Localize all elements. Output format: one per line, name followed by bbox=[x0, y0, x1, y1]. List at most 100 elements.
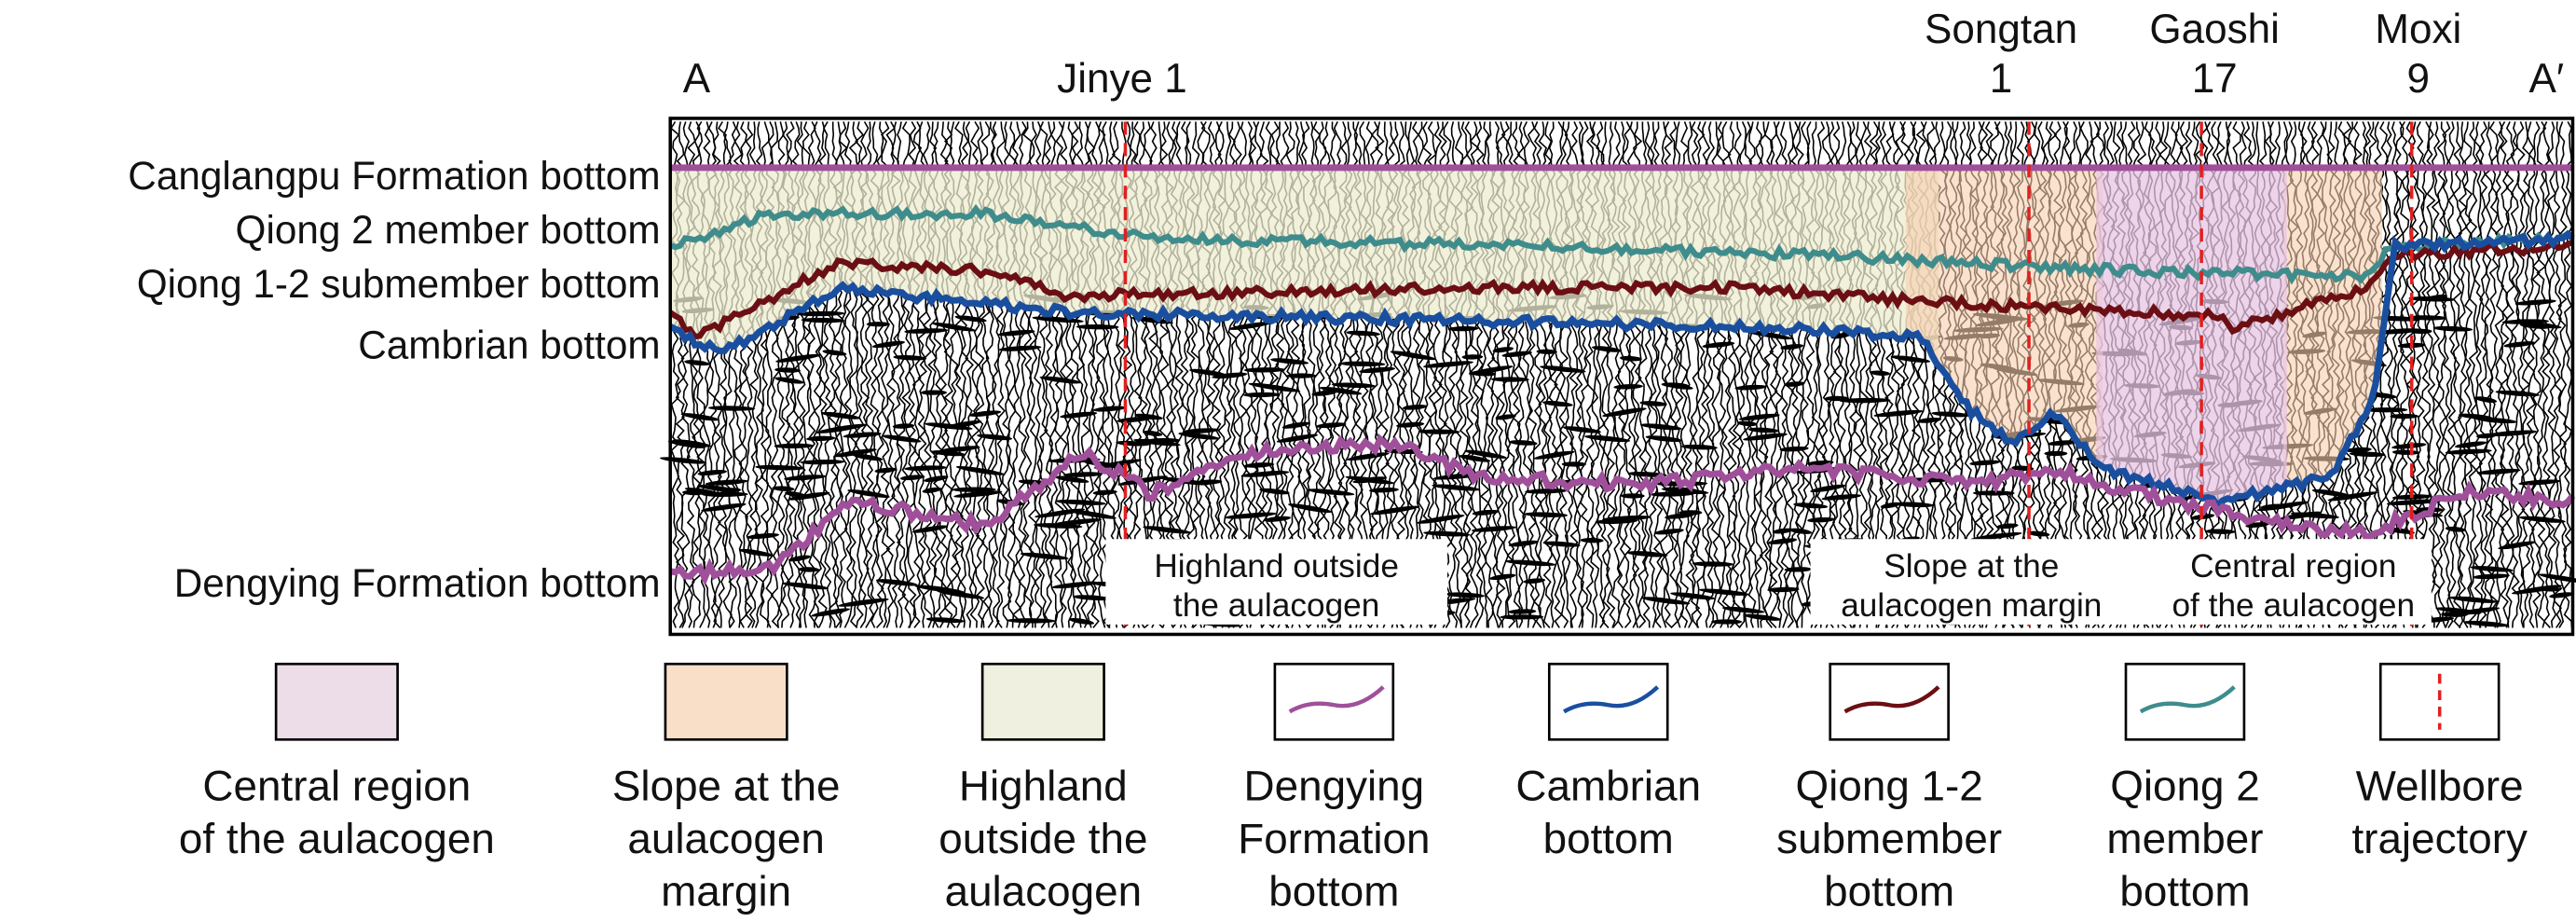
legend-swatch bbox=[2124, 662, 2246, 741]
trace-peak bbox=[1051, 581, 1099, 589]
trace bbox=[2546, 121, 2557, 628]
trace-peak bbox=[1767, 538, 1798, 544]
trace-peak bbox=[1721, 606, 1765, 613]
trace-peak bbox=[820, 411, 861, 420]
trace-peak bbox=[2549, 592, 2574, 599]
trace-peak bbox=[1737, 420, 1758, 427]
trace-peak bbox=[2476, 433, 2497, 439]
trace-peak bbox=[806, 435, 836, 442]
trace bbox=[2494, 121, 2505, 628]
trace bbox=[2536, 121, 2547, 628]
trace-peak bbox=[2476, 468, 2521, 475]
trace-peak bbox=[1734, 384, 1767, 391]
trace bbox=[2542, 121, 2552, 628]
trace-peak bbox=[705, 479, 748, 486]
region-label: Central region bbox=[2190, 548, 2396, 585]
trace-peak bbox=[1702, 341, 1735, 349]
region-fill bbox=[670, 167, 1939, 362]
horizon-lines bbox=[668, 164, 2576, 586]
trace-peak bbox=[1602, 407, 1647, 418]
region-fill bbox=[2283, 167, 2382, 488]
legend-label: Qiong 2 bbox=[2110, 763, 2260, 810]
trace-peak bbox=[1810, 484, 1846, 493]
trace-peak bbox=[684, 360, 710, 366]
trace-peak bbox=[774, 443, 815, 448]
trace-peak bbox=[784, 475, 827, 481]
trace-peak bbox=[1490, 377, 1529, 382]
well-label: Jinye 1 bbox=[1057, 56, 1187, 102]
trace-peak bbox=[922, 487, 942, 493]
trace-peak bbox=[1212, 372, 1248, 378]
section-frame bbox=[668, 117, 2575, 637]
trace-peak bbox=[1542, 541, 1581, 547]
trace-peak bbox=[833, 448, 877, 458]
trace-peak bbox=[1331, 382, 1376, 389]
trace-peak bbox=[815, 423, 868, 433]
trace-peak bbox=[1508, 609, 1537, 614]
trace-peak bbox=[1830, 332, 1852, 339]
legend-label: Highland bbox=[959, 763, 1128, 810]
legend-line bbox=[1563, 685, 1660, 714]
trace-peak bbox=[2448, 596, 2498, 603]
trace-peak bbox=[2514, 299, 2556, 306]
trace-peak bbox=[774, 377, 804, 384]
trace-peak bbox=[924, 475, 949, 482]
trace-peak bbox=[2451, 607, 2501, 616]
legend-label: Dengying bbox=[1244, 763, 1425, 810]
trace-peak bbox=[1183, 428, 1220, 433]
trace bbox=[2426, 121, 2436, 628]
trace-peak bbox=[2432, 325, 2473, 332]
trace-peak bbox=[1307, 489, 1355, 496]
trace-peak bbox=[1092, 406, 1127, 412]
trace-peak bbox=[1418, 429, 1460, 434]
legend-swatch bbox=[664, 662, 788, 741]
trace-peak bbox=[1501, 351, 1532, 358]
trace-peak bbox=[893, 354, 927, 361]
horizon-label: Qiong 2 member bottom bbox=[236, 208, 661, 252]
trace-peak bbox=[672, 439, 712, 447]
trace-peak bbox=[1276, 433, 1319, 443]
legend-swatch bbox=[1829, 662, 1950, 741]
trace-peak bbox=[822, 350, 847, 356]
trace bbox=[2557, 121, 2568, 628]
trace-peak bbox=[1369, 487, 1399, 493]
trace-peak bbox=[1319, 386, 1363, 395]
trace-peak bbox=[1396, 421, 1425, 428]
trace-peak bbox=[911, 525, 949, 533]
trace-peak bbox=[2390, 413, 2419, 420]
trace-peak bbox=[1445, 592, 1486, 599]
trace-peak bbox=[882, 434, 922, 443]
trace-peak bbox=[1073, 595, 1111, 601]
trace-peak bbox=[939, 446, 980, 453]
trace-peak bbox=[955, 465, 1006, 475]
trace-peak bbox=[1402, 404, 1428, 410]
trace-peak bbox=[1039, 376, 1082, 384]
trace-peak bbox=[875, 579, 918, 586]
legend: Central region of the aulacogen Slope at t… bbox=[179, 662, 2528, 915]
trace-peak bbox=[2290, 512, 2340, 519]
horizon-label: Dengying Formation bottom bbox=[174, 561, 661, 605]
region-label: of the aulacogen bbox=[2172, 587, 2415, 624]
trace-peak bbox=[1032, 316, 1084, 323]
trace-peak bbox=[1613, 384, 1643, 390]
trace-peak bbox=[1054, 475, 1089, 483]
trace-peak bbox=[2495, 390, 2540, 397]
legend-line bbox=[1288, 685, 1385, 714]
legend-label: of the aulacogen bbox=[179, 815, 495, 862]
legend-label: bottom bbox=[1543, 815, 1674, 862]
trace-peak bbox=[755, 464, 804, 471]
trace bbox=[2505, 121, 2515, 628]
trace-peak bbox=[697, 485, 738, 492]
trace-peak bbox=[1243, 367, 1286, 373]
trace-peak bbox=[1917, 417, 1941, 423]
trace-peak bbox=[925, 617, 965, 624]
trace-peak bbox=[952, 487, 996, 492]
trace-peak bbox=[1447, 325, 1479, 332]
legend-line bbox=[1843, 685, 1940, 714]
trace bbox=[2462, 121, 2473, 628]
trace-peak bbox=[1311, 390, 1337, 396]
trace-peak bbox=[701, 502, 747, 512]
trace-peak bbox=[1051, 518, 1103, 527]
trace-peak bbox=[2538, 586, 2562, 592]
